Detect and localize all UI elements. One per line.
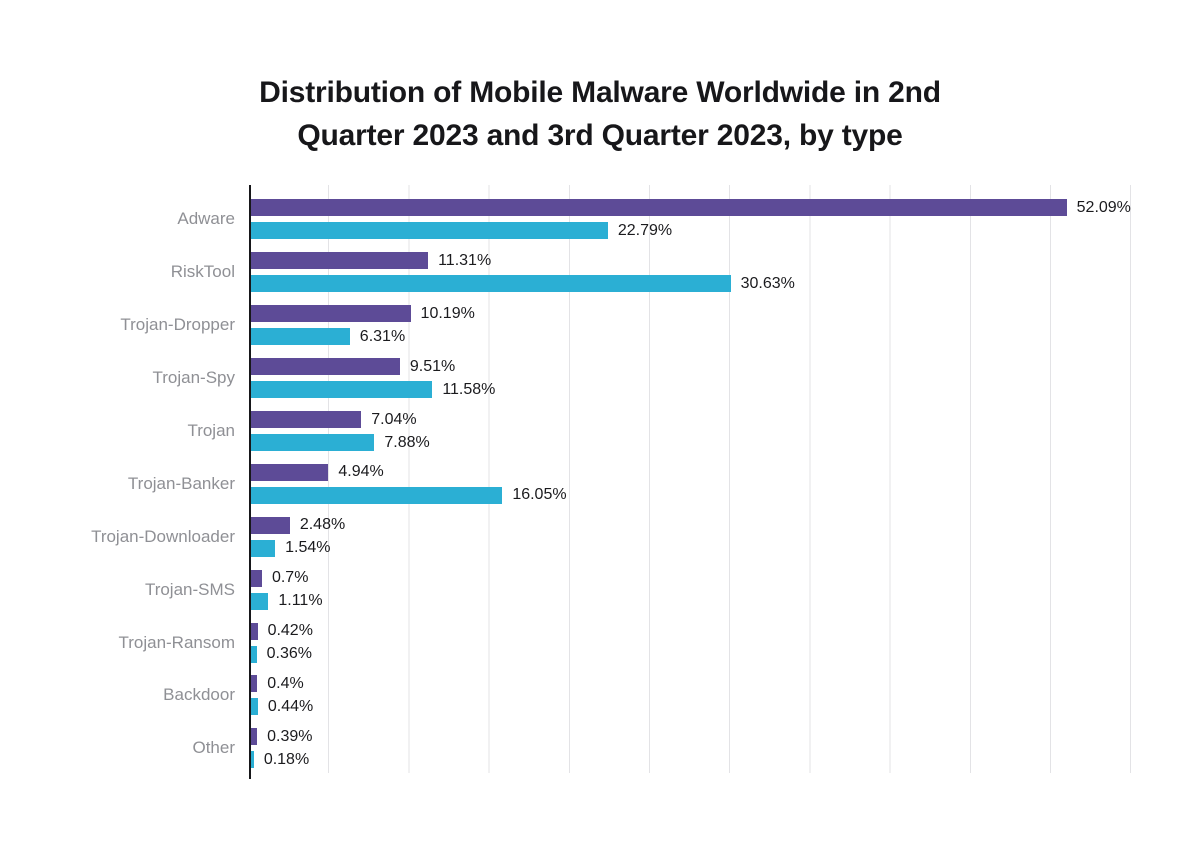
bar-line: 9.51% (251, 357, 1131, 376)
category-label: RiskTool (170, 262, 235, 282)
category-label: Trojan (187, 421, 235, 440)
bar-line: 0.39% (251, 727, 1131, 746)
value-label: 30.63% (740, 274, 795, 292)
value-label: 16.05% (512, 486, 567, 504)
bar-line: 0.36% (251, 645, 1131, 663)
bar-line: 0.44% (251, 697, 1131, 716)
bar-line: 52.09% (251, 198, 1131, 217)
value-label: 22.79% (617, 221, 673, 239)
bar-3rd-quarter-2023 (251, 222, 608, 240)
bar-line: 0.42% (251, 622, 1131, 640)
bar-2nd-quarter-2023 (251, 675, 258, 693)
bar-chart: Adware RiskTool Trojan-Dropper Trojan-Spy Tr… (0, 185, 1131, 779)
category-label: Adware (177, 209, 235, 229)
y-axis-line (249, 185, 251, 779)
value-label: 0.44% (267, 697, 314, 715)
bar-3rd-quarter-2023 (251, 539, 276, 557)
value-label: 10.19% (420, 304, 475, 322)
bar-line: 6.31% (251, 327, 1131, 346)
bar-group: 9.51% 11.58% (251, 352, 1131, 405)
bar-3rd-quarter-2023 (251, 486, 503, 504)
category-label: Trojan-Dropper (120, 315, 235, 335)
bar-line: 10.19% (251, 304, 1131, 323)
bar-3rd-quarter-2023 (251, 275, 731, 293)
bar-line: 7.88% (251, 434, 1131, 451)
bar-group: 0.42% 0.36% (251, 616, 1131, 669)
plot-area: 52.09% 22.79% 11.31% 30.63% 10.19% 6.31% 9.51%… (249, 185, 1131, 779)
category-label: Trojan-Banker (127, 473, 235, 493)
bar-group: 2.48% 1.54% (251, 510, 1131, 563)
bar-group: 52.09% 22.79% (251, 193, 1131, 246)
bar-3rd-quarter-2023 (251, 592, 269, 610)
category-label: Trojan-Ransom (118, 632, 235, 652)
bar-line: 4.94% (251, 463, 1131, 481)
bar-group: 0.7% 1.11% (251, 563, 1131, 616)
value-label: 52.09% (1076, 198, 1131, 216)
category-label: Trojan-SMS (144, 579, 235, 599)
value-label: 11.31% (438, 251, 492, 269)
value-label: 4.94% (338, 463, 384, 481)
bar-3rd-quarter-2023 (251, 434, 375, 451)
category-label: Other (192, 738, 235, 758)
bar-line: 0.4% (251, 674, 1131, 693)
bar-group: 0.4% 0.44% (251, 669, 1131, 722)
value-label: 6.31% (359, 327, 406, 345)
bar-2nd-quarter-2023 (251, 411, 362, 428)
bar-2nd-quarter-2023 (251, 305, 411, 323)
bar-2nd-quarter-2023 (251, 252, 429, 270)
bar-3rd-quarter-2023 (251, 698, 258, 716)
value-label: 1.54% (285, 539, 331, 557)
value-label: 7.04% (371, 410, 417, 428)
bar-2nd-quarter-2023 (251, 516, 290, 534)
bar-line: 30.63% (251, 274, 1131, 293)
bar-line: 7.04% (251, 411, 1131, 428)
bar-line: 0.18% (251, 750, 1131, 769)
bar-group: 0.39% 0.18% (251, 722, 1131, 775)
value-label: 2.48% (299, 516, 346, 534)
bar-line: 0.7% (251, 569, 1131, 587)
chart-title-line-2: Quarter 2023 and 3rd Quarter 2023, by ty… (297, 118, 903, 152)
bar-2nd-quarter-2023 (251, 463, 329, 481)
value-label: 11.58% (442, 380, 496, 398)
value-label: 1.11% (278, 592, 323, 610)
bar-rows: 52.09% 22.79% 11.31% 30.63% 10.19% 6.31% 9.51%… (251, 193, 1131, 775)
category-labels-column: Adware RiskTool Trojan-Dropper Trojan-Spy Tr… (0, 185, 249, 775)
value-label: 0.7% (271, 569, 309, 587)
category-label: Trojan-Downloader (91, 526, 235, 546)
bar-2nd-quarter-2023 (251, 199, 1067, 217)
bar-3rd-quarter-2023 (251, 645, 257, 663)
bar-line: 11.31% (251, 251, 1131, 270)
chart-title: Distribution of Mobile Malware Worldwide… (0, 72, 1200, 157)
bar-3rd-quarter-2023 (251, 328, 350, 346)
value-label: 0.18% (263, 750, 310, 768)
bar-group: 7.04% 7.88% (251, 405, 1131, 458)
value-label: 9.51% (409, 357, 456, 375)
bar-group: 4.94% 16.05% (251, 457, 1131, 510)
bar-line: 1.11% (251, 592, 1131, 610)
value-label: 0.42% (267, 622, 313, 640)
bar-2nd-quarter-2023 (251, 358, 400, 376)
bar-line: 16.05% (251, 486, 1131, 504)
bar-2nd-quarter-2023 (251, 622, 258, 640)
category-label: Backdoor (163, 685, 235, 705)
value-label: 7.88% (384, 433, 430, 451)
bar-2nd-quarter-2023 (251, 569, 262, 587)
bar-3rd-quarter-2023 (251, 381, 433, 399)
bar-3rd-quarter-2023 (251, 751, 254, 769)
value-label: 0.39% (267, 727, 313, 745)
bar-line: 22.79% (251, 221, 1131, 240)
category-label: Trojan-Spy (152, 368, 235, 388)
bar-line: 2.48% (251, 516, 1131, 534)
bar-line: 1.54% (251, 539, 1131, 557)
bar-group: 10.19% 6.31% (251, 299, 1131, 352)
chart-title-line-1: Distribution of Mobile Malware Worldwide… (259, 76, 941, 109)
bar-group: 11.31% 30.63% (251, 246, 1131, 299)
value-label: 0.4% (267, 674, 304, 692)
value-label: 0.36% (266, 645, 312, 663)
bar-2nd-quarter-2023 (251, 728, 258, 746)
bar-line: 11.58% (251, 380, 1131, 399)
